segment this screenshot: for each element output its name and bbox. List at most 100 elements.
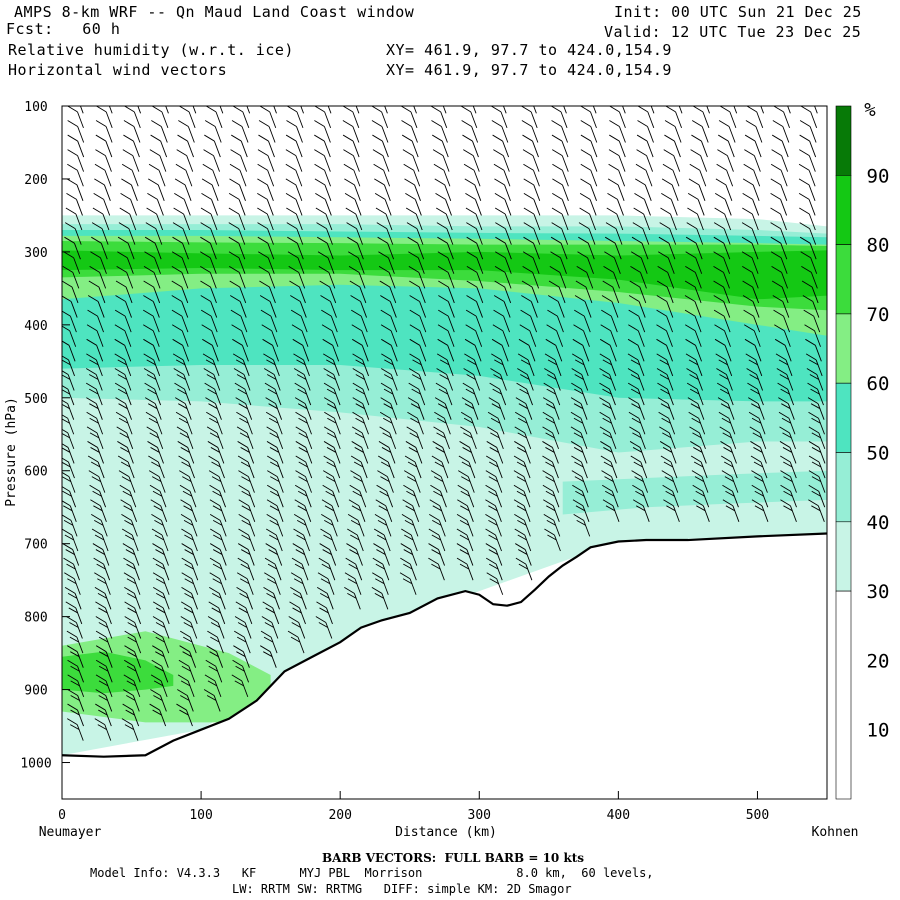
barb-feather bbox=[433, 490, 443, 497]
barb-shaft bbox=[190, 622, 198, 639]
barb-shaft bbox=[69, 505, 77, 522]
barb-feather bbox=[461, 120, 472, 127]
barb-feather bbox=[808, 455, 820, 463]
barb-feather bbox=[85, 368, 97, 375]
barb-feather bbox=[266, 514, 277, 521]
barb-feather bbox=[600, 455, 612, 463]
barb-feather bbox=[523, 163, 534, 171]
barb-feather bbox=[295, 549, 306, 555]
barb-feather bbox=[631, 417, 642, 424]
barb-feather bbox=[437, 417, 447, 424]
barb-feather bbox=[689, 426, 700, 434]
barb-feather bbox=[428, 543, 439, 550]
barb-shaft bbox=[723, 243, 731, 260]
barb-feather bbox=[352, 490, 362, 497]
barb-feather bbox=[350, 295, 361, 302]
barb-shaft bbox=[301, 563, 309, 581]
barb-feather bbox=[438, 309, 449, 317]
barb-feather bbox=[751, 417, 762, 424]
barb-shaft bbox=[817, 388, 824, 406]
barb-shaft bbox=[304, 388, 312, 406]
barb-feather bbox=[456, 514, 468, 521]
barb-shaft bbox=[561, 199, 569, 216]
barb-shaft bbox=[755, 126, 763, 143]
barb-shaft bbox=[816, 374, 824, 391]
barb-shaft bbox=[248, 505, 256, 522]
barb-shaft bbox=[242, 359, 250, 377]
barb-shaft bbox=[498, 403, 506, 420]
barb-feather bbox=[326, 447, 337, 453]
barb-feather bbox=[486, 572, 497, 580]
barb-shaft bbox=[781, 155, 789, 172]
barb-feather bbox=[62, 457, 69, 463]
barb-feather bbox=[464, 178, 476, 186]
barb-shaft bbox=[474, 345, 482, 362]
barb-shaft bbox=[525, 403, 533, 420]
barb-shaft bbox=[67, 432, 75, 450]
barb-feather bbox=[70, 680, 80, 687]
barb-feather bbox=[435, 193, 446, 200]
barb-feather bbox=[298, 432, 308, 439]
barb-shaft bbox=[103, 578, 111, 595]
barb-feather bbox=[95, 674, 107, 682]
barb-shaft bbox=[72, 272, 80, 289]
barb-feather bbox=[94, 586, 106, 594]
barb-feather bbox=[513, 455, 525, 463]
barb-feather bbox=[657, 382, 668, 390]
barb-shaft bbox=[438, 549, 445, 566]
barb-feather bbox=[380, 476, 390, 483]
barb-feather bbox=[660, 403, 671, 410]
barb-shaft bbox=[126, 272, 134, 289]
barb-feather bbox=[62, 490, 72, 497]
barb-column-3 bbox=[143, 106, 170, 727]
barb-shaft bbox=[267, 243, 275, 260]
barb-feather bbox=[237, 557, 248, 565]
barb-shaft bbox=[472, 106, 477, 114]
barb-feather bbox=[152, 543, 163, 550]
barb-feather bbox=[349, 484, 360, 492]
barb-shaft bbox=[159, 695, 167, 712]
barb-shaft bbox=[818, 418, 825, 435]
barb-shaft bbox=[134, 651, 141, 668]
barb-feather bbox=[155, 578, 166, 585]
barb-feather bbox=[404, 455, 416, 463]
barb-shaft bbox=[124, 374, 132, 391]
barb-feather bbox=[126, 680, 137, 687]
barb-feather bbox=[685, 251, 696, 259]
barb-shaft bbox=[103, 563, 111, 581]
barb-shaft bbox=[609, 388, 616, 406]
barb-shaft bbox=[124, 388, 132, 406]
barb-shaft bbox=[419, 315, 427, 333]
barb-feather bbox=[377, 236, 388, 244]
barb-feather bbox=[156, 592, 166, 599]
barb-feather bbox=[178, 417, 189, 424]
barb-feather bbox=[324, 411, 335, 419]
barb-feather bbox=[601, 295, 613, 302]
barb-feather bbox=[294, 484, 306, 492]
barb-shaft bbox=[353, 170, 361, 187]
barb-feather bbox=[121, 528, 133, 536]
barb-feather bbox=[465, 388, 476, 395]
barb-feather bbox=[296, 534, 306, 541]
barb-feather bbox=[266, 359, 276, 366]
barb-feather bbox=[94, 163, 106, 171]
barb-feather bbox=[514, 426, 525, 434]
barb-feather bbox=[232, 106, 244, 113]
barb-shaft bbox=[666, 315, 674, 333]
barb-feather bbox=[570, 441, 582, 448]
barb-feather bbox=[289, 601, 300, 609]
barb-feather bbox=[68, 607, 79, 614]
barb-shaft bbox=[165, 106, 169, 114]
barb-feather bbox=[776, 368, 788, 375]
barb-feather bbox=[684, 309, 696, 317]
barb-feather bbox=[122, 149, 134, 157]
barb-shaft bbox=[209, 257, 217, 274]
barb-shaft bbox=[152, 330, 160, 347]
barb-feather bbox=[462, 447, 472, 453]
barb-shaft bbox=[503, 301, 511, 318]
barb-shaft bbox=[672, 491, 680, 508]
barb-feather bbox=[436, 222, 448, 229]
barb-feather bbox=[295, 455, 306, 463]
barb-feather bbox=[542, 470, 553, 478]
plot-title: AMPS 8-km WRF -- Qn Maud Land Coast wind… bbox=[14, 3, 415, 21]
